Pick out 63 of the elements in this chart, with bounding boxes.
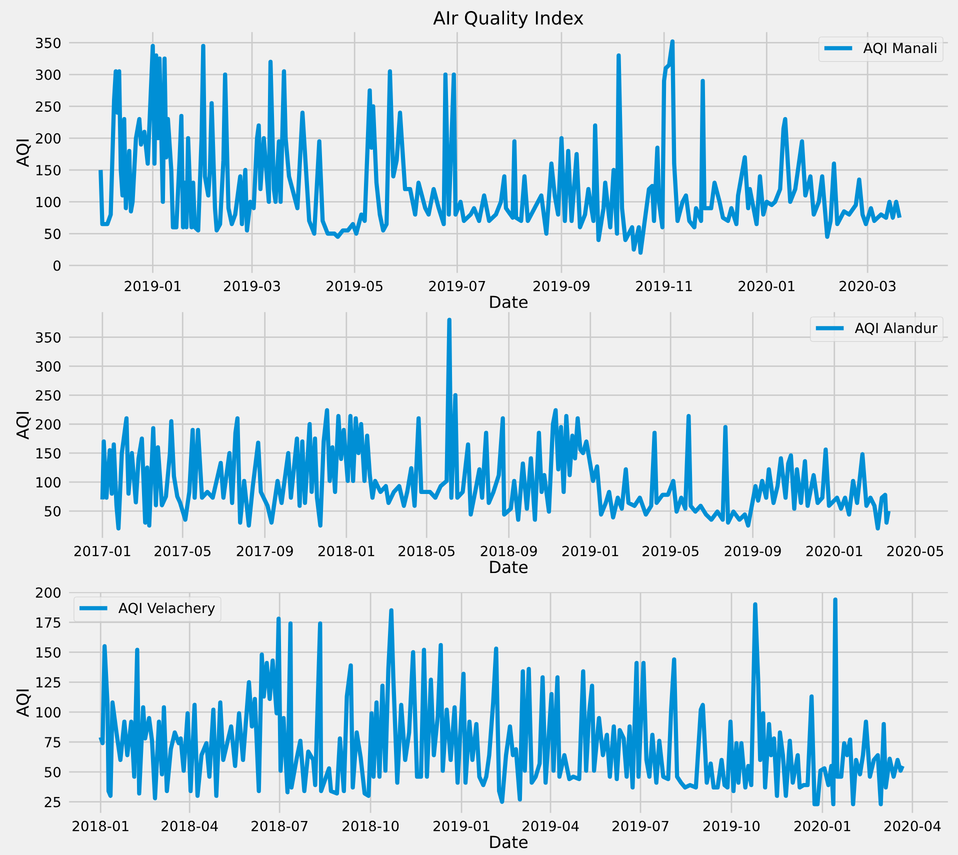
y-tick-label: 50 [44,228,61,240]
x-tick-label: 2020-01 [738,280,794,292]
x-tick-label: 2019-01 [562,546,618,556]
y-tick-label: 250 [36,390,61,401]
y-tick-label: 0 [54,260,61,271]
y-tick-label: 100 [36,707,61,718]
y-tick-label: 200 [36,133,61,144]
x-tick-label: 2017-09 [236,546,293,556]
y-axis-title: AQI [16,140,31,167]
x-tick-label: 2017-05 [154,546,210,556]
x-tick-label: 2019-05 [326,280,382,292]
y-tick-label: 200 [36,587,61,598]
x-tick-label: 2018-01 [318,546,374,556]
x-axis-title: Date [490,560,528,574]
x-tick-label: 2018-01 [72,820,128,832]
x-tick-label: 2019-01 [124,280,181,292]
y-tick-label: 250 [36,101,61,112]
y-tick-label: 25 [44,796,60,808]
y-tick-label: 150 [36,164,61,176]
x-tick-label: 2019-09 [533,280,590,292]
y-tick-label: 350 [36,38,61,48]
x-tick-label: 2020-01 [806,546,862,556]
y-tick-label: 300 [36,70,61,80]
y-tick-label: 200 [36,419,61,430]
x-tick-label: 2020-05 [887,546,944,556]
x-tick-label: 2020-04 [884,820,941,832]
x-tick-label: 2019-10 [703,820,760,832]
x-tick-label: 2019-01 [434,820,490,832]
x-axis-title: Date [490,296,528,308]
x-tick-label: 2018-07 [252,820,308,832]
y-tick-label: 50 [44,766,61,778]
x-tick-label: 2019-03 [224,280,280,292]
y-tick-label: 300 [36,361,61,372]
x-axis-title: Date [490,836,528,848]
y-tick-label: 75 [44,737,60,748]
x-tick-label: 2018-04 [162,820,218,832]
y-tick-label: 125 [36,677,60,688]
y-tick-label: 175 [36,617,60,628]
x-tick-label: 2018-10 [342,820,399,832]
x-tick-label: 2019-11 [636,280,692,292]
x-tick-label: 2019-05 [642,546,698,556]
chart-title: AIr Quality Index [433,10,584,28]
x-tick-label: 2020-01 [794,820,850,832]
x-tick-label: 2019-07 [429,280,486,292]
x-tick-label: 2017-01 [74,546,130,556]
y-axis-title: AQI [16,690,31,717]
legend-label: AQI Alandur [854,322,938,335]
line-series [98,597,905,806]
x-tick-label: 2019-04 [522,820,579,832]
x-tick-label: 2020-03 [840,280,896,292]
legend-label: AQI Velachery [118,602,215,616]
legend-label: AQI Manali [863,42,936,55]
y-tick-label: 350 [36,332,61,343]
y-tick-label: 100 [36,477,61,488]
x-tick-label: 2019-07 [612,820,668,832]
y-tick-label: 150 [36,647,61,658]
x-tick-label: 2018-05 [398,546,454,556]
x-tick-label: 2018-09 [480,546,537,556]
y-tick-label: 150 [36,448,61,459]
y-tick-label: 50 [44,506,61,517]
x-tick-label: 2019-09 [724,546,781,556]
y-tick-label: 100 [36,196,61,208]
y-axis-title: AQI [16,412,31,440]
